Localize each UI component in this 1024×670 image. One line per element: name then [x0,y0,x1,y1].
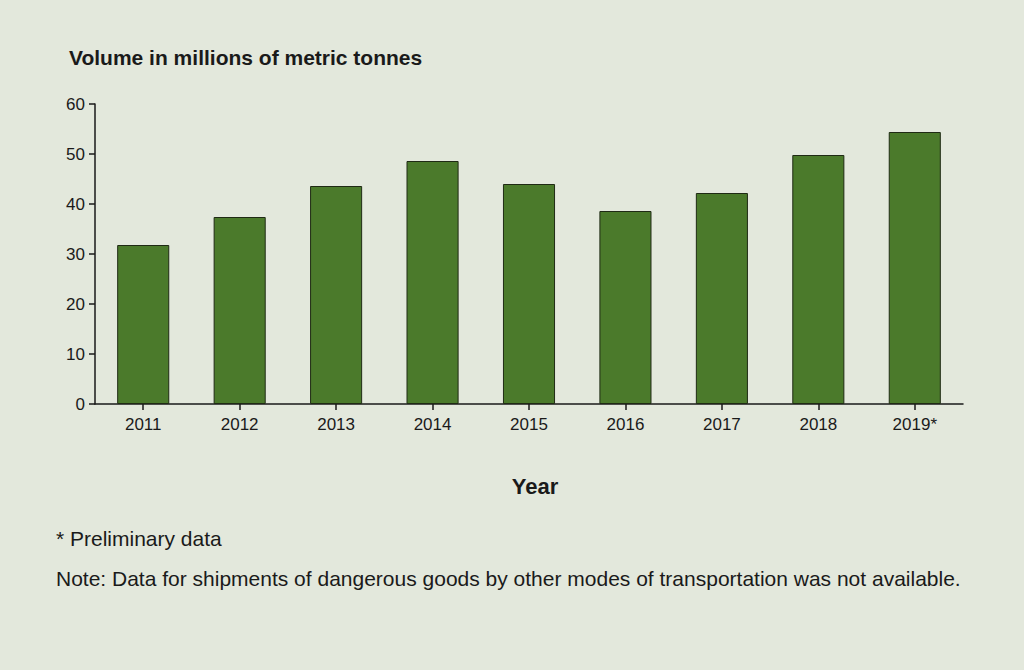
svg-text:40: 40 [66,195,85,214]
svg-text:0: 0 [76,395,85,414]
svg-text:50: 50 [66,145,85,164]
svg-text:2013: 2013 [317,415,355,434]
svg-text:30: 30 [66,245,85,264]
svg-text:2019*: 2019* [893,415,938,434]
svg-text:2011: 2011 [125,415,162,434]
svg-text:Year: Year [512,474,559,499]
svg-text:2017: 2017 [703,415,741,434]
svg-text:* Preliminary data: * Preliminary data [56,527,222,550]
svg-text:2016: 2016 [607,415,645,434]
svg-text:Volume in millions of metric t: Volume in millions of metric tonnes [69,46,422,69]
svg-text:2015: 2015 [510,415,548,434]
svg-text:20: 20 [66,295,85,314]
svg-text:2018: 2018 [799,415,837,434]
svg-text:10: 10 [66,345,85,364]
svg-text:60: 60 [66,95,85,114]
svg-text:2014: 2014 [414,415,452,434]
svg-text:2012: 2012 [221,415,259,434]
svg-text:Note: Data for shipments of da: Note: Data for shipments of dangerous go… [56,567,961,590]
